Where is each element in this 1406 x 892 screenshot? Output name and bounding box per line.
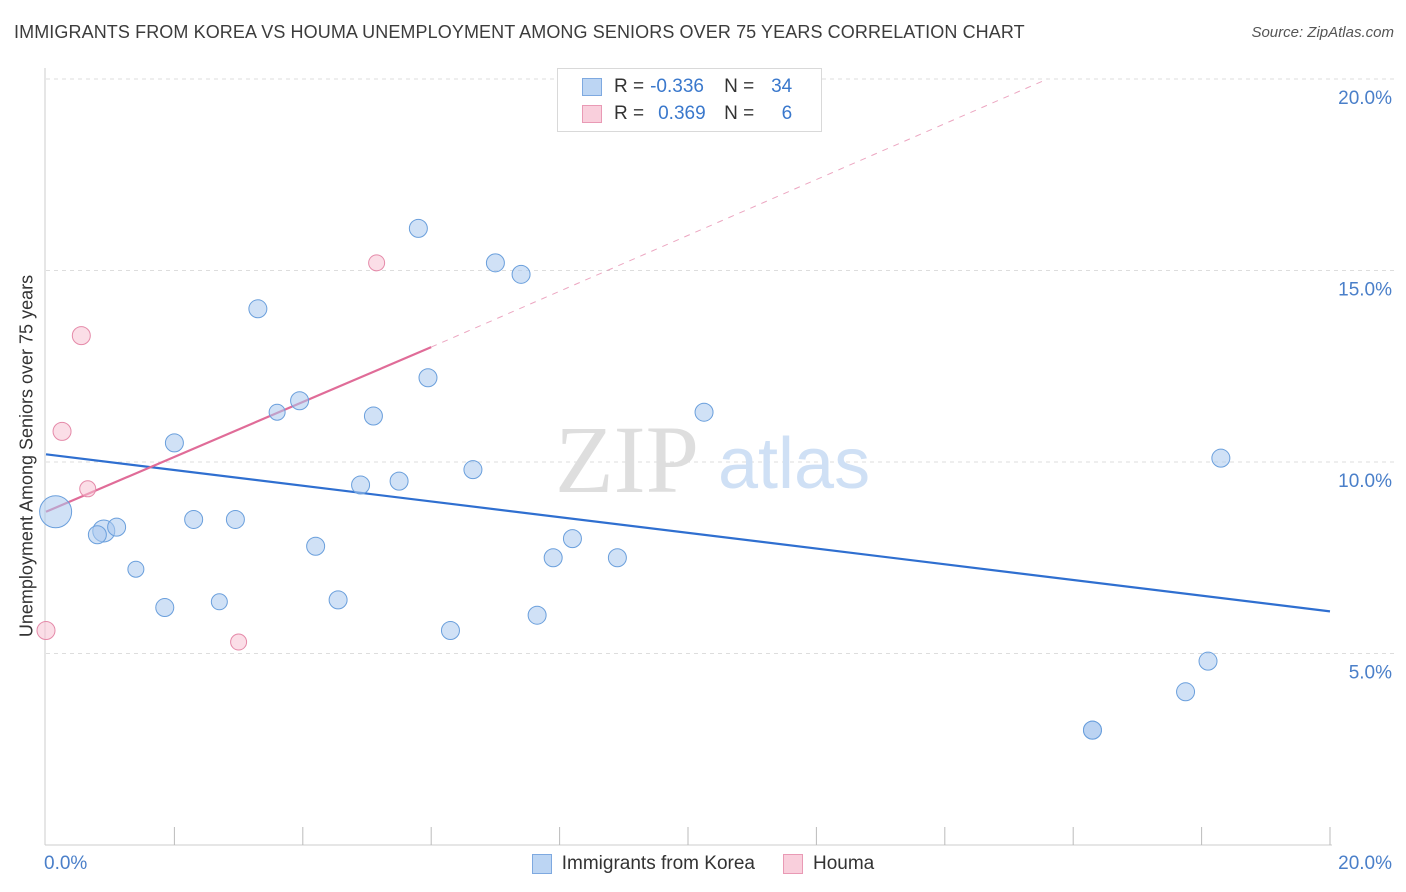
y-tick-label: 15.0%	[1338, 280, 1392, 301]
legend-n-value: 6	[781, 103, 793, 124]
data-point-series-1	[36, 621, 56, 641]
correlation-legend: R = -0.336 N = 34 R = 0.369 N = 6	[557, 68, 822, 132]
data-point-series-0	[511, 264, 531, 284]
data-point-series-0	[527, 605, 547, 625]
data-points	[36, 218, 1231, 740]
series-legend-houma: Houma	[782, 853, 875, 875]
data-point-series-0	[155, 598, 175, 618]
tick-labels: 0.0% 20.0% 20.0% 15.0% 10.0% 5.0%	[44, 88, 1392, 874]
legend-swatch-korea	[582, 78, 602, 96]
data-point-series-0	[268, 403, 286, 421]
series-name-korea: Immigrants from Korea	[561, 853, 755, 874]
x-tick-label-min: 0.0%	[44, 853, 87, 874]
data-point-series-0	[389, 471, 409, 491]
data-point-series-1	[71, 326, 91, 346]
data-point-series-0	[351, 475, 371, 495]
data-point-series-0	[408, 218, 428, 238]
legend-r-label: R =	[614, 76, 645, 97]
data-point-series-0	[210, 593, 228, 611]
legend-n-label: N =	[724, 76, 755, 97]
legend-r-value: -0.336	[650, 76, 704, 97]
trend-line-0	[45, 453, 1331, 613]
data-point-series-0	[184, 509, 204, 529]
data-point-series-0	[694, 402, 714, 422]
data-point-series-0	[485, 253, 505, 273]
legend-r-value: 0.369	[658, 103, 706, 124]
data-point-series-0	[248, 299, 268, 319]
data-point-series-0	[543, 548, 563, 568]
data-point-series-0	[290, 391, 310, 411]
data-point-series-1	[79, 480, 97, 498]
data-point-series-0	[107, 517, 127, 537]
data-point-series-0	[306, 536, 326, 556]
data-point-series-0	[328, 590, 348, 610]
data-point-series-1	[368, 254, 386, 272]
data-point-series-0	[418, 368, 438, 388]
legend-swatch-houma	[582, 105, 602, 123]
data-point-series-1	[230, 633, 248, 651]
watermark-atlas: atlas	[718, 424, 870, 504]
data-point-series-0	[164, 433, 184, 453]
trend-lines	[45, 78, 1331, 613]
data-point-series-0	[39, 495, 73, 529]
data-point-series-0	[127, 560, 145, 578]
axes	[44, 68, 1332, 846]
chart-title: IMMIGRANTS FROM KOREA VS HOUMA UNEMPLOYM…	[14, 22, 1025, 42]
data-point-series-1	[52, 421, 72, 441]
data-point-series-0	[1198, 651, 1218, 671]
data-point-series-0	[1211, 448, 1231, 468]
data-point-series-0	[87, 525, 107, 545]
data-point-series-0	[1176, 682, 1196, 702]
legend-n-label: N =	[724, 103, 755, 124]
legend-n-value: 34	[771, 76, 793, 97]
series-swatch-korea	[531, 854, 552, 874]
legend-row-korea: R = -0.336 N = 34	[582, 75, 792, 99]
data-point-series-0	[562, 529, 582, 549]
y-tick-label: 20.0%	[1338, 88, 1392, 109]
trend-line-extension-1	[431, 78, 1048, 348]
data-point-series-0	[363, 406, 383, 426]
series-name-houma: Houma	[812, 853, 875, 874]
data-point-series-0	[463, 460, 483, 480]
data-point-series-0	[440, 621, 460, 641]
legend-row-houma: R = 0.369 N = 6	[582, 102, 792, 126]
watermark-zip: ZIP	[555, 406, 699, 513]
legend-r-label: R =	[614, 103, 645, 124]
y-tick-label: 10.0%	[1338, 471, 1392, 492]
data-point-series-0	[607, 548, 627, 568]
chart-source: Source: ZipAtlas.com	[1251, 24, 1394, 41]
data-point-series-0	[225, 509, 245, 529]
series-legend: Immigrants from Korea Houma	[0, 852, 1406, 876]
gridlines	[46, 78, 1394, 654]
x-tick-label-max: 20.0%	[1338, 853, 1392, 874]
watermark: ZIP atlas	[555, 406, 870, 513]
trend-line-1	[45, 346, 432, 513]
series-legend-korea: Immigrants from Korea	[531, 853, 755, 875]
y-tick-label: 5.0%	[1349, 663, 1392, 684]
data-point-series-0	[1082, 720, 1102, 740]
series-swatch-houma	[782, 854, 803, 874]
